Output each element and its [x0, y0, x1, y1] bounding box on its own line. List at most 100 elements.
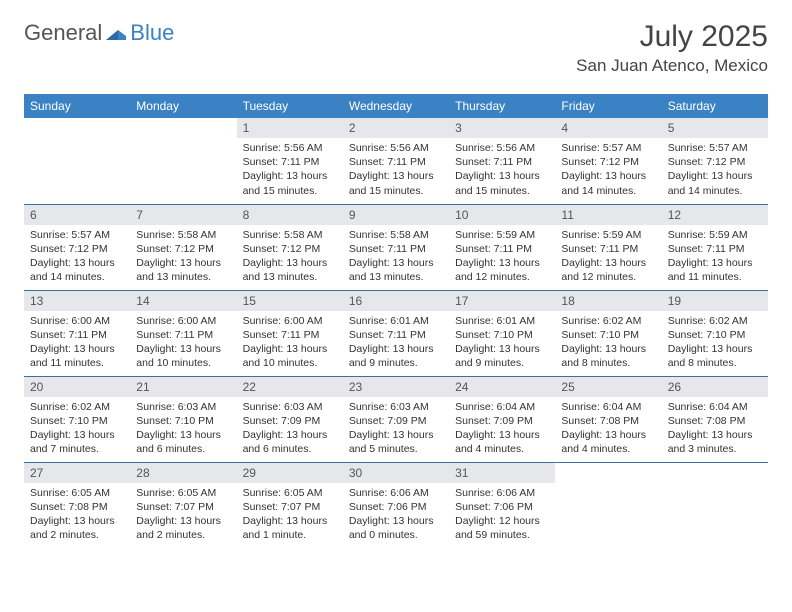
- day-number: 29: [237, 463, 343, 483]
- calendar-cell: 17Sunrise: 6:01 AMSunset: 7:10 PMDayligh…: [449, 290, 555, 376]
- day-body: Sunrise: 5:57 AMSunset: 7:12 PMDaylight:…: [555, 138, 661, 202]
- calendar-cell: 1Sunrise: 5:56 AMSunset: 7:11 PMDaylight…: [237, 118, 343, 204]
- day-number: 9: [343, 205, 449, 225]
- calendar-cell: 20Sunrise: 6:02 AMSunset: 7:10 PMDayligh…: [24, 376, 130, 462]
- day-number: 31: [449, 463, 555, 483]
- day-body: Sunrise: 6:02 AMSunset: 7:10 PMDaylight:…: [24, 397, 130, 461]
- day-body: Sunrise: 6:00 AMSunset: 7:11 PMDaylight:…: [24, 311, 130, 375]
- day-body: Sunrise: 5:56 AMSunset: 7:11 PMDaylight:…: [343, 138, 449, 202]
- day-body: Sunrise: 6:03 AMSunset: 7:09 PMDaylight:…: [343, 397, 449, 461]
- calendar-cell: 30Sunrise: 6:06 AMSunset: 7:06 PMDayligh…: [343, 462, 449, 548]
- logo-text-general: General: [24, 20, 102, 46]
- calendar-cell: 24Sunrise: 6:04 AMSunset: 7:09 PMDayligh…: [449, 376, 555, 462]
- day-header: Tuesday: [237, 94, 343, 118]
- calendar-cell: 26Sunrise: 6:04 AMSunset: 7:08 PMDayligh…: [662, 376, 768, 462]
- day-body: Sunrise: 5:57 AMSunset: 7:12 PMDaylight:…: [662, 138, 768, 202]
- calendar-cell: 22Sunrise: 6:03 AMSunset: 7:09 PMDayligh…: [237, 376, 343, 462]
- day-number: 14: [130, 291, 236, 311]
- calendar-cell: 3Sunrise: 5:56 AMSunset: 7:11 PMDaylight…: [449, 118, 555, 204]
- calendar-cell: 8Sunrise: 5:58 AMSunset: 7:12 PMDaylight…: [237, 204, 343, 290]
- day-body: Sunrise: 5:56 AMSunset: 7:11 PMDaylight:…: [449, 138, 555, 202]
- day-number: 6: [24, 205, 130, 225]
- day-number: 3: [449, 118, 555, 138]
- calendar-cell: 14Sunrise: 6:00 AMSunset: 7:11 PMDayligh…: [130, 290, 236, 376]
- calendar-cell: 19Sunrise: 6:02 AMSunset: 7:10 PMDayligh…: [662, 290, 768, 376]
- day-body: Sunrise: 6:02 AMSunset: 7:10 PMDaylight:…: [555, 311, 661, 375]
- day-body: Sunrise: 6:05 AMSunset: 7:08 PMDaylight:…: [24, 483, 130, 547]
- day-number: 30: [343, 463, 449, 483]
- calendar-cell: 15Sunrise: 6:00 AMSunset: 7:11 PMDayligh…: [237, 290, 343, 376]
- day-body: Sunrise: 6:05 AMSunset: 7:07 PMDaylight:…: [237, 483, 343, 547]
- day-header: Thursday: [449, 94, 555, 118]
- calendar-cell: 23Sunrise: 6:03 AMSunset: 7:09 PMDayligh…: [343, 376, 449, 462]
- day-number: 19: [662, 291, 768, 311]
- day-body: Sunrise: 6:03 AMSunset: 7:09 PMDaylight:…: [237, 397, 343, 461]
- day-body: Sunrise: 6:05 AMSunset: 7:07 PMDaylight:…: [130, 483, 236, 547]
- day-body: Sunrise: 6:01 AMSunset: 7:10 PMDaylight:…: [449, 311, 555, 375]
- day-header: Wednesday: [343, 94, 449, 118]
- day-number: 5: [662, 118, 768, 138]
- day-body: Sunrise: 5:59 AMSunset: 7:11 PMDaylight:…: [662, 225, 768, 289]
- calendar-cell: 11Sunrise: 5:59 AMSunset: 7:11 PMDayligh…: [555, 204, 661, 290]
- day-number: 21: [130, 377, 236, 397]
- day-header: Sunday: [24, 94, 130, 118]
- logo-icon: [106, 20, 126, 46]
- header: General Blue July 2025 San Juan Atenco, …: [24, 20, 768, 76]
- day-body: Sunrise: 6:06 AMSunset: 7:06 PMDaylight:…: [449, 483, 555, 547]
- calendar-cell: 6Sunrise: 5:57 AMSunset: 7:12 PMDaylight…: [24, 204, 130, 290]
- day-number: 22: [237, 377, 343, 397]
- day-number: 15: [237, 291, 343, 311]
- day-body: Sunrise: 6:01 AMSunset: 7:11 PMDaylight:…: [343, 311, 449, 375]
- day-number: 7: [130, 205, 236, 225]
- day-number: 24: [449, 377, 555, 397]
- page-title: July 2025: [576, 20, 768, 54]
- day-body: Sunrise: 5:58 AMSunset: 7:12 PMDaylight:…: [237, 225, 343, 289]
- calendar-cell: 16Sunrise: 6:01 AMSunset: 7:11 PMDayligh…: [343, 290, 449, 376]
- day-body: Sunrise: 6:03 AMSunset: 7:10 PMDaylight:…: [130, 397, 236, 461]
- day-number: 2: [343, 118, 449, 138]
- day-number: 12: [662, 205, 768, 225]
- calendar-cell: 28Sunrise: 6:05 AMSunset: 7:07 PMDayligh…: [130, 462, 236, 548]
- day-body: Sunrise: 6:04 AMSunset: 7:09 PMDaylight:…: [449, 397, 555, 461]
- title-block: July 2025 San Juan Atenco, Mexico: [576, 20, 768, 76]
- calendar-cell: 7Sunrise: 5:58 AMSunset: 7:12 PMDaylight…: [130, 204, 236, 290]
- calendar-cell: 10Sunrise: 5:59 AMSunset: 7:11 PMDayligh…: [449, 204, 555, 290]
- calendar-cell: 18Sunrise: 6:02 AMSunset: 7:10 PMDayligh…: [555, 290, 661, 376]
- day-number: 13: [24, 291, 130, 311]
- calendar-cell: 25Sunrise: 6:04 AMSunset: 7:08 PMDayligh…: [555, 376, 661, 462]
- calendar-cell: 21Sunrise: 6:03 AMSunset: 7:10 PMDayligh…: [130, 376, 236, 462]
- day-number: 18: [555, 291, 661, 311]
- day-body: Sunrise: 6:00 AMSunset: 7:11 PMDaylight:…: [130, 311, 236, 375]
- day-number: 28: [130, 463, 236, 483]
- day-number: 16: [343, 291, 449, 311]
- day-body: Sunrise: 6:06 AMSunset: 7:06 PMDaylight:…: [343, 483, 449, 547]
- day-body: Sunrise: 5:58 AMSunset: 7:12 PMDaylight:…: [130, 225, 236, 289]
- logo-text-blue: Blue: [130, 20, 174, 46]
- day-number: 1: [237, 118, 343, 138]
- day-number: 26: [662, 377, 768, 397]
- day-number: 10: [449, 205, 555, 225]
- calendar-cell: [662, 462, 768, 548]
- day-body: Sunrise: 6:04 AMSunset: 7:08 PMDaylight:…: [555, 397, 661, 461]
- calendar-cell: [24, 118, 130, 204]
- day-number: 20: [24, 377, 130, 397]
- calendar-cell: [555, 462, 661, 548]
- calendar-cell: 2Sunrise: 5:56 AMSunset: 7:11 PMDaylight…: [343, 118, 449, 204]
- day-header: Monday: [130, 94, 236, 118]
- calendar-cell: 13Sunrise: 6:00 AMSunset: 7:11 PMDayligh…: [24, 290, 130, 376]
- day-number: 25: [555, 377, 661, 397]
- day-body: Sunrise: 5:56 AMSunset: 7:11 PMDaylight:…: [237, 138, 343, 202]
- day-body: Sunrise: 5:58 AMSunset: 7:11 PMDaylight:…: [343, 225, 449, 289]
- calendar-cell: 9Sunrise: 5:58 AMSunset: 7:11 PMDaylight…: [343, 204, 449, 290]
- day-header: Saturday: [662, 94, 768, 118]
- calendar-cell: 4Sunrise: 5:57 AMSunset: 7:12 PMDaylight…: [555, 118, 661, 204]
- day-number: 23: [343, 377, 449, 397]
- calendar-cell: 27Sunrise: 6:05 AMSunset: 7:08 PMDayligh…: [24, 462, 130, 548]
- day-body: Sunrise: 5:59 AMSunset: 7:11 PMDaylight:…: [555, 225, 661, 289]
- day-body: Sunrise: 5:57 AMSunset: 7:12 PMDaylight:…: [24, 225, 130, 289]
- day-number: 17: [449, 291, 555, 311]
- day-number: 27: [24, 463, 130, 483]
- day-body: Sunrise: 6:02 AMSunset: 7:10 PMDaylight:…: [662, 311, 768, 375]
- calendar-cell: [130, 118, 236, 204]
- location: San Juan Atenco, Mexico: [576, 56, 768, 76]
